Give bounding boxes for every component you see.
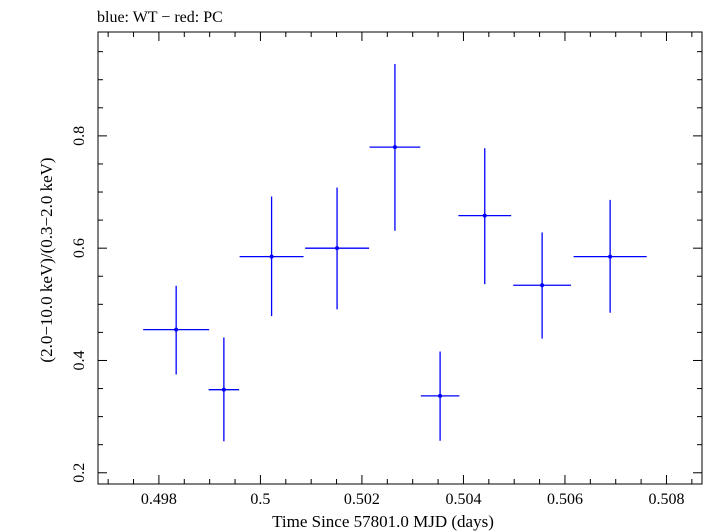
axes [97, 31, 703, 485]
point-marker [221, 387, 226, 392]
point-marker [540, 283, 545, 288]
point-marker [438, 393, 443, 398]
data-point [208, 337, 240, 442]
point-marker [174, 327, 179, 332]
point-marker [269, 254, 274, 259]
y-tick-label: 0.2 [71, 463, 88, 483]
y-axis-label: (2.0−10.0 keV)/(0.3−2.0 keV) [37, 157, 56, 362]
x-tick-label: 0.502 [344, 491, 380, 508]
x-tick-label: 0.504 [445, 491, 481, 508]
data-point [513, 232, 572, 339]
point-marker [482, 213, 487, 218]
point-marker [335, 246, 340, 251]
x-tick-label: 0.508 [648, 491, 684, 508]
ticks: 0.498 0.5 0.502 0.504 0.506 0.508 0.2 0.4 0.6 0.8 [71, 32, 702, 508]
x-tick-label: 0.498 [141, 491, 177, 508]
data-point [143, 285, 210, 375]
y-tick-label: 0.4 [71, 350, 88, 370]
data-point [239, 196, 304, 317]
plot-frame [97, 31, 703, 485]
data-point [420, 351, 460, 441]
data-point [369, 64, 421, 231]
point-marker [392, 145, 397, 150]
point-marker [608, 254, 613, 259]
x-tick-label: 0.506 [547, 491, 583, 508]
data-point [458, 148, 512, 285]
chart-title: blue: WT − red: PC [97, 9, 223, 26]
x-axis-label: Time Since 57801.0 MJD (days) [272, 512, 494, 531]
data-point [305, 187, 370, 310]
y-tick-label: 0.6 [71, 238, 88, 258]
x-tick-label: 0.5 [250, 491, 270, 508]
data-point [573, 199, 647, 313]
y-tick-label: 0.8 [71, 126, 88, 146]
data-points [143, 64, 647, 442]
